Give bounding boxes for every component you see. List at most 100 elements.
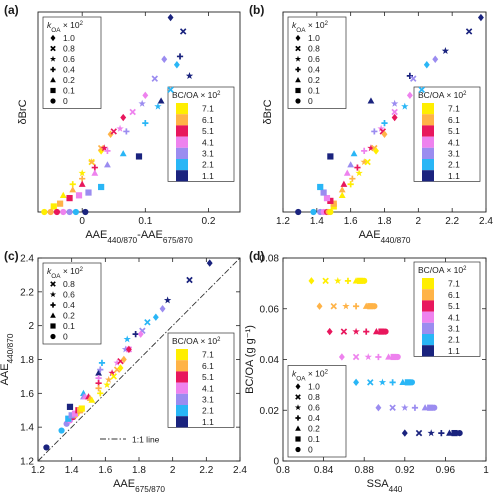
x-tick-label: 1.8 (378, 216, 392, 227)
bc-legend-label: 6.1 (448, 115, 460, 125)
data-point (323, 195, 331, 202)
bc-legend-label: 7.1 (202, 350, 214, 360)
data-point (53, 208, 61, 216)
data-point (349, 175, 356, 182)
data-point (347, 181, 354, 188)
data-point (151, 75, 159, 82)
data-point (438, 429, 445, 437)
koa-legend-label: 0.1 (63, 321, 75, 331)
data-point (418, 86, 425, 94)
bc-legend-swatch (176, 159, 188, 171)
data-point (451, 429, 458, 437)
data-point (406, 91, 413, 100)
legend-marker-cross (295, 45, 301, 52)
legend-marker-circle (50, 333, 56, 340)
data-point (338, 353, 345, 361)
bc-legend-title: BC/OA × 102 (418, 90, 466, 100)
y-axis-label: AAE440/870 (0, 333, 15, 385)
bc-legend-label: 6.1 (202, 115, 214, 125)
koa-legend-label: 0.6 (308, 54, 320, 64)
data-point (391, 113, 398, 122)
data-point (378, 328, 385, 335)
x-tick-label: 0.8 (276, 465, 290, 476)
legend-marker-square (295, 436, 301, 442)
y-axis-label: BC/OA (g g⁻¹) (244, 325, 256, 394)
data-point (100, 144, 108, 152)
x-axis-label: SSA440 (367, 478, 403, 492)
x-tick-label: 2 (416, 216, 422, 227)
data-point (176, 53, 184, 60)
data-point (123, 335, 131, 343)
x-axis-label: AAE440/870-AAE675/870 (85, 229, 193, 245)
koa-legend-title: kOA × 102 (292, 369, 328, 383)
data-point (104, 147, 111, 154)
bc-legend-title: BC/OA × 102 (418, 265, 466, 275)
data-point (322, 277, 329, 285)
bc-legend-label: 7.1 (202, 104, 214, 114)
bc-legend-label: 4.1 (202, 137, 214, 147)
bc-legend-title: BC/OA × 102 (172, 90, 220, 100)
bc-legend-label: 4.1 (202, 383, 214, 393)
data-point (41, 208, 48, 216)
data-point (50, 203, 57, 210)
bc-legend-label: 1.1 (202, 171, 214, 181)
data-point (330, 302, 337, 310)
data-point (390, 99, 399, 107)
data-point (316, 302, 323, 310)
bc-legend-label: 3.1 (202, 395, 214, 405)
data-point (59, 191, 67, 198)
data-point (85, 189, 92, 196)
koa-legend-title: kOA × 102 (47, 20, 83, 34)
data-point (295, 208, 302, 216)
koa-legend-label: 0.6 (63, 54, 75, 64)
data-point (354, 164, 361, 171)
bc-legend-label: 6.1 (448, 290, 460, 300)
bc-legend-swatch (176, 405, 188, 417)
legend-marker-star (49, 55, 57, 62)
data-point (375, 353, 382, 361)
legend-marker-cross (50, 45, 56, 52)
panel-label: (c) (4, 249, 19, 263)
bc-legend-label: 1.1 (202, 417, 214, 427)
bc-legend-label: 1.1 (448, 171, 460, 181)
data-point (98, 359, 106, 366)
data-point (78, 169, 86, 177)
data-point (401, 403, 409, 411)
data-point (66, 403, 74, 410)
data-point (137, 330, 144, 338)
bc-legend-swatch (422, 114, 434, 126)
data-point (144, 319, 151, 326)
y-tick-label: 1.8 (20, 355, 34, 366)
legend-marker-cross (50, 281, 56, 287)
koa-legend-title: kOA × 102 (292, 20, 328, 34)
bc-legend-label: 7.1 (448, 279, 460, 289)
bc-legend-label: 2.1 (202, 406, 214, 416)
data-point (344, 277, 352, 284)
data-point (408, 379, 416, 386)
panel-a: (a)0 0.1 0.2AAE440/870-AAE675/870δBrCBC/OA… (4, 3, 241, 245)
data-point (330, 200, 337, 207)
data-point (338, 191, 346, 198)
data-point (367, 379, 374, 386)
data-point (173, 61, 180, 69)
legend-marker-square (50, 87, 56, 94)
data-point (78, 180, 86, 187)
data-point (391, 108, 398, 116)
bc-legend-swatch (176, 416, 188, 428)
bc-legend-swatch (176, 371, 188, 383)
bc-legend-swatch (176, 114, 188, 126)
data-point (104, 161, 111, 168)
data-point (410, 75, 417, 82)
data-point (317, 183, 324, 191)
data-point (371, 303, 378, 310)
y-tick-label: 2.4 (20, 254, 34, 265)
data-point (125, 345, 132, 354)
data-point (385, 353, 392, 360)
koa-legend-box (287, 365, 347, 458)
data-point (60, 208, 67, 216)
data-point (120, 113, 127, 122)
bc-legend-swatch (422, 345, 434, 357)
data-point (43, 444, 50, 451)
legend-marker-diamond (295, 34, 301, 42)
